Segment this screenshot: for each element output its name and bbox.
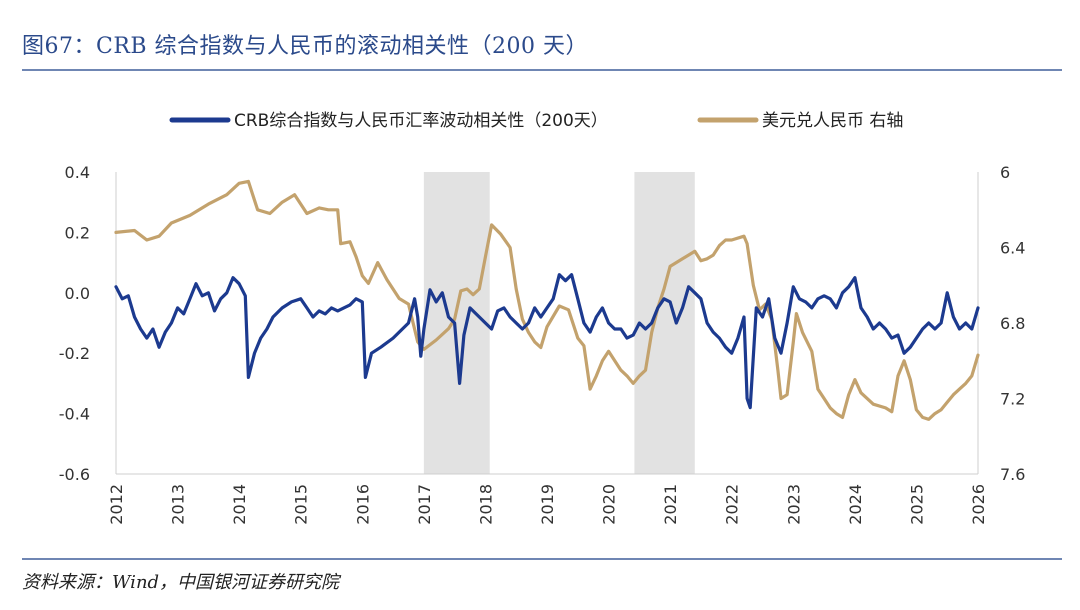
footer-divider [22,558,1062,560]
series-line-usdcny [114,179,980,421]
legend: CRB综合指数与人民币汇率波动相关性（200天） 美元兑人民币 右轴 [169,111,903,131]
x-tick-label: 2014 [230,484,249,525]
y-right-tick-label: 6 [1000,163,1010,182]
x-tick-label: 2018 [476,484,495,525]
source-note: 资料来源：Wind，中国银河证券研究院 [22,572,340,593]
x-tick-label: 2025 [907,484,926,525]
axes [115,172,979,475]
x-tick-label: 2020 [600,484,619,525]
x-tick-label: 2016 [353,484,372,525]
shaded-period-0 [423,172,490,474]
y-right-tick-label: 6.4 [1000,239,1025,258]
y-left-tick-label: -0.4 [59,405,90,424]
y-left-tick-label: 0.0 [65,284,90,303]
x-tick-label: 2013 [169,484,188,525]
x-tick-label: 2015 [292,484,311,525]
shaded-periods [423,172,695,474]
series-line-correlation [114,273,980,410]
shaded-period-1 [634,172,695,474]
x-tick-label: 2021 [661,484,680,525]
x-tick-label: 2022 [723,484,742,525]
legend-label-correlation: CRB综合指数与人民币汇率波动相关性（200天） [234,111,608,131]
y-right-tick-label: 6.8 [1000,314,1025,333]
y-left-tick-label: 0.2 [65,223,90,242]
x-tick-label: 2024 [846,484,865,525]
y-left-tick-label: 0.4 [65,163,90,182]
y-right-tick-label: 7.6 [1000,465,1025,484]
header-divider [22,69,1062,71]
y-left-tick-label: -0.6 [59,465,90,484]
x-tick-label: 2012 [107,484,126,525]
chart-title: 图67：CRB 综合指数与人民币的滚动相关性（200 天） [22,34,589,59]
x-tick-label: 2023 [784,484,803,525]
x-tick-label: 2026 [969,484,988,525]
y-left-tick-label: -0.2 [59,344,90,363]
tick-labels: 0.4 0.2 0.0 -0.2 -0.4 -0.6 6 6.4 6.8 7.2 7.6 2012 20… [59,163,1026,525]
y-right-tick-label: 7.2 [1000,390,1025,409]
x-tick-label: 2019 [538,484,557,525]
x-tick-label: 2017 [415,484,434,525]
legend-label-usdcny: 美元兑人民币 右轴 [762,111,903,131]
series-lines [114,179,980,421]
chart-canvas: CRB综合指数与人民币汇率波动相关性（200天） 美元兑人民币 右轴 0.40.… [59,111,1026,525]
